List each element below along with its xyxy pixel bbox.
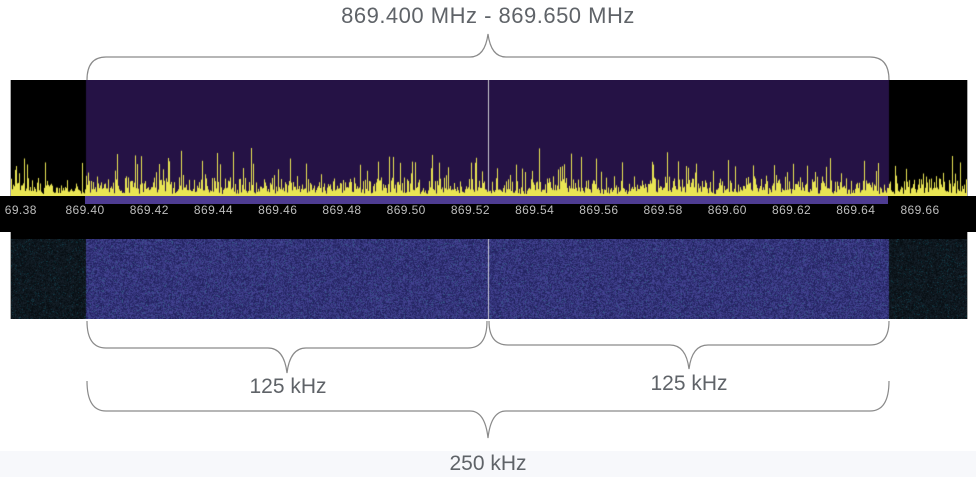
spectrum-canvas[interactable] xyxy=(11,80,967,196)
frequency-ruler[interactable]: 69.38 869.40 869.42 869.44 869.46 869.48 869.5… xyxy=(0,196,976,232)
frequency-range-label: 869.400 MHz - 869.650 MHz xyxy=(341,3,635,28)
frequency-tick-label: 869.44 xyxy=(193,203,234,217)
frequency-tick-label: 869.46 xyxy=(258,203,298,217)
left-channel-brace xyxy=(86,320,488,374)
frequency-tick-label: 869.42 xyxy=(129,203,169,217)
total-bandwidth-brace xyxy=(86,380,890,439)
frequency-tick-label: 869.66 xyxy=(900,203,940,217)
left-channel-label: 125 kHz xyxy=(249,375,327,398)
frequency-tick-label: 869.52 xyxy=(450,203,490,217)
frequency-tick-label: 869.56 xyxy=(579,203,619,217)
frequency-tick-label: 869.60 xyxy=(707,203,747,217)
waterfall-canvas[interactable] xyxy=(11,239,967,319)
right-channel-label: 125 kHz xyxy=(650,372,728,395)
total-bandwidth-label: 250 kHz xyxy=(449,452,527,475)
frequency-tick-label: 869.54 xyxy=(515,203,555,217)
frequency-tick-label: 869.62 xyxy=(771,203,812,217)
frequency-tick-label: 69.38 xyxy=(4,203,37,217)
footer-strip xyxy=(0,451,976,477)
frequency-tick-label: 869.50 xyxy=(386,203,426,217)
selection-band xyxy=(85,196,888,204)
frequency-tick-label: 869.64 xyxy=(836,203,876,217)
frequency-tick-label: 869.40 xyxy=(65,203,105,217)
right-channel-brace xyxy=(488,320,890,370)
top-range-brace xyxy=(86,33,890,81)
frequency-tick-label: 869.58 xyxy=(643,203,683,217)
frequency-tick-label: 869.48 xyxy=(322,203,362,217)
